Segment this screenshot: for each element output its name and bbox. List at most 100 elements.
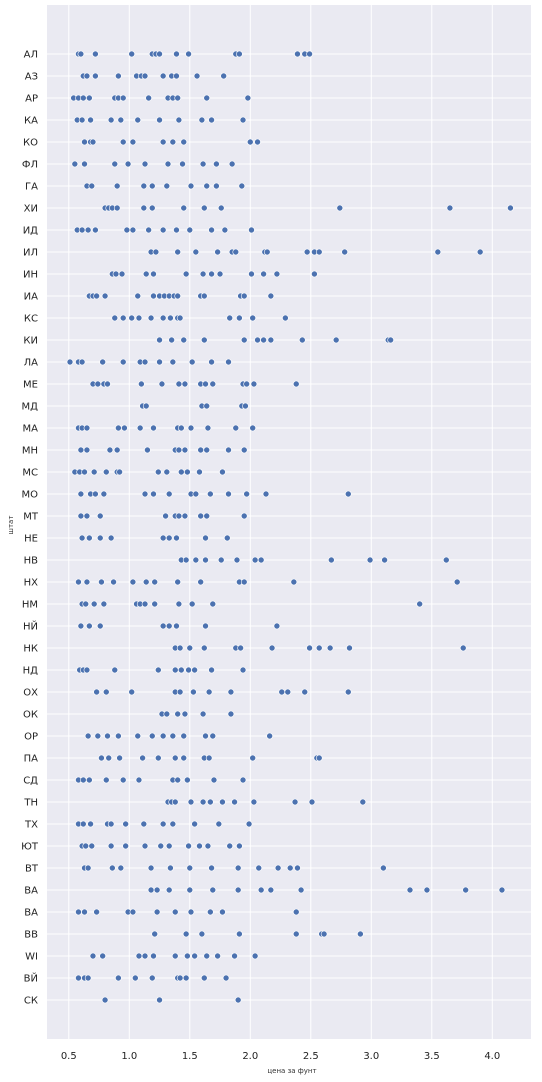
y-tick-label: ИН	[23, 270, 38, 281]
data-point	[142, 270, 150, 278]
data-point	[84, 974, 92, 982]
data-point	[145, 94, 152, 102]
data-point	[171, 754, 179, 762]
y-tick-label: МН	[22, 446, 38, 457]
data-point	[173, 72, 180, 80]
data-point	[219, 468, 226, 476]
data-point	[98, 578, 105, 586]
data-point	[132, 974, 139, 982]
x-axis-label: цена за фунт	[267, 1067, 316, 1075]
data-point	[184, 776, 191, 784]
data-point	[175, 380, 183, 388]
data-point	[217, 204, 225, 212]
data-point	[188, 600, 196, 608]
data-point	[163, 468, 171, 476]
data-point	[201, 644, 208, 652]
y-tick-label: ИЛ	[23, 248, 38, 259]
data-point	[81, 468, 88, 476]
data-point	[240, 336, 248, 344]
data-point	[227, 688, 235, 696]
data-point	[303, 248, 311, 256]
data-point	[104, 732, 111, 740]
data-point	[148, 974, 156, 982]
data-point	[178, 666, 185, 674]
data-point	[174, 710, 181, 718]
data-point	[86, 776, 93, 784]
data-point	[207, 490, 214, 498]
x-tick-label: 3.5	[424, 1051, 440, 1062]
data-point	[107, 116, 115, 124]
data-point	[210, 776, 218, 784]
data-point	[151, 600, 158, 608]
data-point	[182, 270, 190, 278]
y-tick-label: АЗ	[25, 72, 38, 83]
data-point	[254, 138, 261, 146]
data-point	[185, 842, 192, 850]
data-point	[119, 776, 127, 784]
data-point	[142, 402, 150, 410]
data-points	[66, 50, 514, 1004]
data-point	[306, 644, 313, 652]
data-point	[328, 556, 335, 564]
data-point	[174, 292, 181, 300]
y-tick-label: НЕ	[24, 534, 38, 545]
data-point	[199, 798, 207, 806]
data-point	[191, 820, 198, 828]
data-point	[80, 776, 87, 784]
data-point	[156, 50, 163, 58]
data-point	[176, 688, 184, 696]
data-point	[182, 974, 190, 982]
data-point	[102, 688, 110, 696]
data-point	[129, 908, 137, 916]
data-point	[104, 380, 111, 388]
data-point	[134, 732, 142, 740]
data-point	[163, 710, 171, 718]
data-point	[186, 226, 194, 234]
data-point	[173, 226, 180, 234]
data-point	[122, 842, 129, 850]
y-tick-label: НК	[23, 644, 38, 655]
data-point	[118, 270, 126, 278]
data-point	[174, 248, 181, 256]
data-point	[175, 600, 183, 608]
data-point	[251, 952, 259, 960]
data-point	[111, 160, 119, 168]
data-point	[204, 424, 212, 432]
data-point	[96, 534, 104, 542]
data-point	[203, 402, 211, 410]
data-point	[213, 160, 220, 168]
x-tick-label: 2.0	[242, 1051, 258, 1062]
data-point	[201, 204, 208, 212]
data-point	[446, 204, 454, 212]
data-point	[208, 226, 215, 234]
data-point	[141, 72, 149, 80]
data-point	[201, 336, 208, 344]
data-point	[268, 644, 276, 652]
data-point	[234, 886, 242, 894]
data-point	[196, 842, 203, 850]
y-tick-label: WI	[25, 952, 38, 963]
data-point	[257, 556, 265, 564]
data-point	[107, 842, 115, 850]
data-point	[336, 204, 344, 212]
data-point	[217, 556, 225, 564]
data-point	[169, 820, 177, 828]
data-point	[181, 446, 189, 454]
y-tick-label: НВ	[24, 556, 39, 567]
data-point	[226, 314, 234, 322]
data-point	[462, 886, 469, 894]
data-point	[236, 50, 243, 58]
data-point	[248, 270, 255, 278]
data-point	[115, 732, 122, 740]
y-tick-label: ВА	[24, 886, 38, 897]
y-tick-label: ОР	[24, 732, 38, 743]
x-tick-label: 2.5	[303, 1051, 319, 1062]
data-point	[225, 358, 232, 366]
data-point	[94, 732, 102, 740]
data-point	[250, 798, 258, 806]
data-point	[282, 314, 289, 322]
y-tick-label: ФЛ	[22, 160, 38, 171]
data-point	[77, 50, 85, 58]
plot-background	[47, 5, 531, 1039]
